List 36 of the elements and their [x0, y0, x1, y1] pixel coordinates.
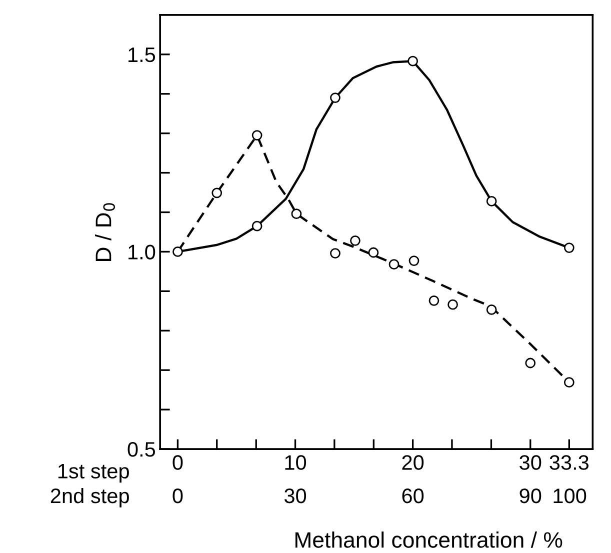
y-tick-label: 1.0	[128, 244, 156, 260]
x-tick-label: 20	[402, 455, 424, 470]
x-tick-label: 33.3	[550, 455, 589, 470]
point	[388, 259, 400, 270]
point	[486, 196, 497, 206]
x2-tick-label: 90	[520, 488, 542, 504]
point	[448, 299, 458, 310]
y-axis-title: D / D$_{0}$	[95, 203, 115, 261]
x2-tick-label: 0	[172, 488, 183, 504]
point	[564, 242, 574, 253]
point	[291, 208, 302, 220]
point	[525, 358, 536, 368]
x-tick-label: 10	[285, 455, 306, 470]
point	[330, 248, 340, 258]
x2-tick-label: 100	[554, 488, 586, 504]
y-tick-label: 1.5	[128, 48, 156, 62]
x-axis-title: Methanol concentration / %	[295, 532, 562, 548]
y-tick-label: 0.5	[128, 442, 156, 457]
point	[330, 92, 340, 103]
x2-tick-label: 30	[284, 488, 306, 504]
x2-tick-label: 60	[402, 488, 424, 504]
point	[252, 130, 262, 140]
point	[212, 188, 222, 198]
x-tick-label: 0	[172, 455, 183, 470]
point	[564, 377, 574, 388]
text: 2nd step	[50, 488, 129, 508]
point	[408, 256, 420, 266]
point	[486, 304, 497, 315]
point	[428, 295, 440, 306]
x-tick-label: 30	[520, 455, 542, 470]
point	[252, 220, 262, 232]
point	[368, 247, 379, 258]
point	[350, 235, 360, 246]
text: 1st step	[58, 464, 129, 483]
point	[172, 246, 183, 257]
point	[408, 56, 418, 66]
